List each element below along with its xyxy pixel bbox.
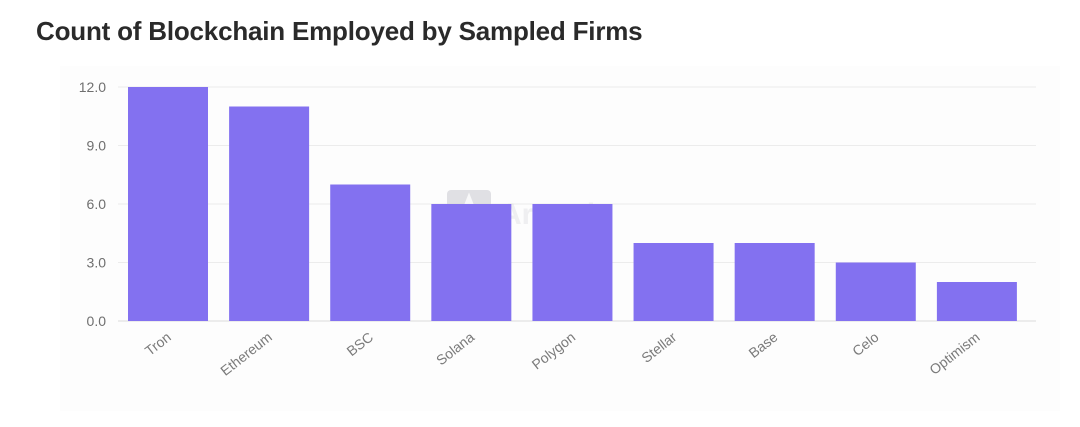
y-tick-label: 9.0 bbox=[87, 138, 107, 154]
bar-ethereum bbox=[229, 106, 310, 321]
x-tick-label: Stellar bbox=[638, 329, 679, 366]
x-tick-label: Tron bbox=[142, 329, 174, 359]
bar-stellar bbox=[633, 243, 714, 321]
y-tick-label: 0.0 bbox=[87, 313, 107, 329]
bar-optimism bbox=[936, 282, 1017, 321]
x-tick-label: Solana bbox=[433, 329, 477, 369]
y-tick-label: 3.0 bbox=[87, 255, 107, 271]
chart-title: Count of Blockchain Employed by Sampled … bbox=[36, 16, 643, 46]
bar-polygon bbox=[532, 204, 613, 321]
bar-solana bbox=[431, 204, 512, 321]
y-tick-label: 6.0 bbox=[87, 196, 107, 212]
x-tick-label: Base bbox=[746, 329, 781, 361]
bar-bsc bbox=[330, 184, 411, 321]
bar-celo bbox=[835, 262, 916, 321]
bar-tron bbox=[128, 87, 208, 321]
x-tick-label: Optimism bbox=[926, 329, 982, 378]
x-tick-label: Celo bbox=[849, 329, 882, 359]
x-tick-label: Polygon bbox=[529, 329, 579, 373]
x-tick-label: Ethereum bbox=[217, 329, 275, 379]
bar-base bbox=[734, 243, 815, 321]
x-tick-label: BSC bbox=[344, 329, 377, 359]
y-tick-label: 12.0 bbox=[79, 79, 106, 95]
